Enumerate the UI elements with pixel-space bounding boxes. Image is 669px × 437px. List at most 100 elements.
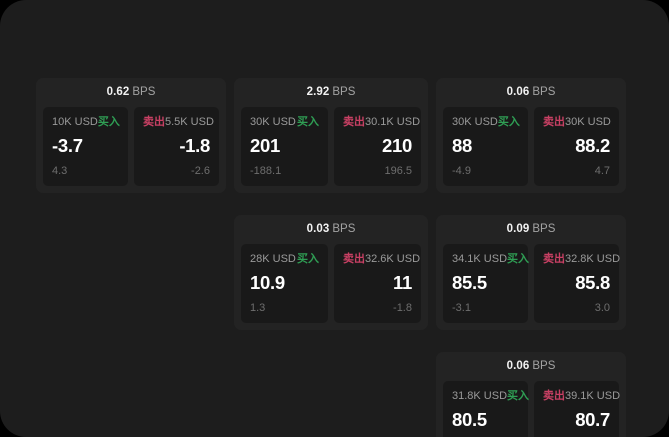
- bid-delta-row: -3.1: [452, 301, 519, 315]
- sell-action-label: 卖出: [343, 115, 365, 128]
- ask-price-row: 11: [343, 271, 412, 293]
- quote-card[interactable]: 0.06 BPS 30K USD 买入 88 -4.9: [436, 78, 626, 193]
- ask-size-label: 5.5K USD: [165, 115, 214, 128]
- bps-value: 0.09: [506, 223, 530, 235]
- ask-top-row: 卖出 32.6K USD: [343, 252, 420, 266]
- ask-top-row: 卖出 32.8K USD: [543, 252, 620, 266]
- bid-delta: 4.3: [52, 164, 68, 177]
- bps-value: 0.03: [306, 223, 330, 235]
- ask-delta-row: -2.6: [143, 164, 210, 178]
- buy-action-label: 买入: [507, 252, 530, 265]
- ask-delta: 196.5: [384, 164, 412, 177]
- bid-top-row: 31.8K USD 买入: [452, 389, 529, 403]
- bps-unit: BPS: [132, 86, 156, 98]
- bid-price: 80.5: [452, 408, 487, 430]
- ask-side[interactable]: 卖出 5.5K USD -1.8 -2.6: [134, 107, 219, 186]
- quote-card[interactable]: 0.03 BPS 28K USD 买入 10.9 1.3: [234, 215, 428, 330]
- sell-action-label: 卖出: [143, 115, 165, 128]
- sell-action-label: 卖出: [543, 252, 565, 265]
- bid-price-row: 201: [250, 134, 319, 156]
- bid-top-row: 30K USD 买入: [452, 115, 520, 129]
- ask-side[interactable]: 卖出 32.6K USD 11 -1.8: [334, 244, 421, 323]
- quote-column-3: 0.06 BPS 30K USD 买入 88 -4.9: [436, 78, 626, 437]
- sell-action-label: 卖出: [543, 115, 565, 128]
- ask-delta: 3.0: [594, 301, 610, 314]
- bid-side[interactable]: 31.8K USD 买入 80.5 -10.8: [443, 381, 529, 437]
- ask-price-row: 88.2: [543, 134, 610, 156]
- card-sides: 30K USD 买入 201 -188.1 卖出 30.1K: [241, 107, 421, 186]
- ask-side[interactable]: 卖出 39.1K USD 80.7 10.2: [534, 381, 620, 437]
- bps-unit: BPS: [332, 86, 356, 98]
- bps-value: 0.62: [106, 86, 130, 98]
- ask-price: -1.8: [179, 134, 210, 156]
- ask-delta-row: 196.5: [343, 164, 412, 178]
- bid-top-row: 28K USD 买入: [250, 252, 319, 266]
- ask-side[interactable]: 卖出 30.1K USD 210 196.5: [334, 107, 421, 186]
- bps-value: 0.06: [506, 86, 530, 98]
- bid-price-row: -3.7: [52, 134, 119, 156]
- card-sides: 31.8K USD 买入 80.5 -10.8 卖出 39.: [443, 381, 620, 437]
- ask-top-row: 卖出 30K USD: [543, 115, 611, 129]
- ask-price: 85.8: [575, 271, 610, 293]
- quote-card[interactable]: 0.09 BPS 34.1K USD 买入 85.5 -3.1: [436, 215, 626, 330]
- card-sides: 28K USD 买入 10.9 1.3 卖出 32.6K U: [241, 244, 421, 323]
- quote-card[interactable]: 2.92 BPS 30K USD 买入 201 -188.1: [234, 78, 428, 193]
- bid-side[interactable]: 30K USD 买入 201 -188.1: [241, 107, 328, 186]
- bid-delta-row: 4.3: [52, 164, 119, 178]
- bid-size-label: 30K USD: [452, 115, 498, 128]
- bid-price: 85.5: [452, 271, 487, 293]
- bid-size-label: 34.1K USD: [452, 252, 508, 265]
- buy-action-label: 买入: [497, 115, 520, 128]
- ask-side[interactable]: 卖出 30K USD 88.2 4.7: [534, 107, 619, 186]
- ask-price-row: -1.8: [143, 134, 210, 156]
- bid-top-row: 34.1K USD 买入: [452, 252, 529, 266]
- ask-delta: 4.7: [594, 164, 610, 177]
- bid-delta: -4.9: [452, 164, 471, 177]
- quote-card[interactable]: 0.62 BPS 10K USD 买入 -3.7 4.3: [36, 78, 226, 193]
- bid-delta-row: -188.1: [250, 164, 319, 178]
- card-sides: 34.1K USD 买入 85.5 -3.1 卖出 32.8: [443, 244, 620, 323]
- ask-top-row: 卖出 5.5K USD: [143, 115, 214, 129]
- bps-unit: BPS: [532, 223, 556, 235]
- bid-delta-row: -4.9: [452, 164, 519, 178]
- buy-action-label: 买入: [297, 115, 319, 128]
- ask-price-row: 85.8: [543, 271, 610, 293]
- bps-value: 2.92: [306, 86, 330, 98]
- ask-delta-row: 3.0: [543, 301, 610, 315]
- card-header: 0.06 BPS: [443, 359, 619, 381]
- ask-delta-row: -1.8: [343, 301, 412, 315]
- ask-size-label: 32.8K USD: [565, 252, 621, 265]
- buy-action-label: 买入: [297, 252, 319, 265]
- bid-side[interactable]: 30K USD 买入 88 -4.9: [443, 107, 528, 186]
- quote-column-1: 0.62 BPS 10K USD 买入 -3.7 4.3: [36, 78, 226, 193]
- bid-delta: -188.1: [250, 164, 282, 177]
- sell-action-label: 卖出: [543, 389, 565, 402]
- bid-delta: -3.1: [452, 301, 471, 314]
- bid-size-label: 30K USD: [250, 115, 296, 128]
- bid-size-label: 31.8K USD: [452, 389, 508, 402]
- ask-delta: -2.6: [191, 164, 210, 177]
- card-sides: 10K USD 买入 -3.7 4.3 卖出 5.5K US: [43, 107, 219, 186]
- ask-size-label: 30K USD: [565, 115, 611, 128]
- bid-top-row: 10K USD 买入: [52, 115, 120, 129]
- ask-size-label: 39.1K USD: [565, 389, 621, 402]
- bid-price-row: 80.5: [452, 408, 519, 430]
- ask-size-label: 32.6K USD: [365, 252, 421, 265]
- ask-size-label: 30.1K USD: [365, 115, 421, 128]
- bid-size-label: 10K USD: [52, 115, 98, 128]
- ask-price-row: 210: [343, 134, 412, 156]
- bps-unit: BPS: [532, 360, 556, 372]
- bid-side[interactable]: 28K USD 买入 10.9 1.3: [241, 244, 328, 323]
- bid-size-label: 28K USD: [250, 252, 296, 265]
- sell-action-label: 卖出: [343, 252, 365, 265]
- bid-side[interactable]: 10K USD 买入 -3.7 4.3: [43, 107, 128, 186]
- bid-side[interactable]: 34.1K USD 买入 85.5 -3.1: [443, 244, 529, 323]
- bid-top-row: 30K USD 买入: [250, 115, 319, 129]
- ask-top-row: 卖出 39.1K USD: [543, 389, 620, 403]
- ask-price: 210: [382, 134, 412, 156]
- card-sides: 30K USD 买入 88 -4.9 卖出 30K USD: [443, 107, 619, 186]
- ask-side[interactable]: 卖出 32.8K USD 85.8 3.0: [534, 244, 620, 323]
- bid-price: 88: [452, 134, 472, 156]
